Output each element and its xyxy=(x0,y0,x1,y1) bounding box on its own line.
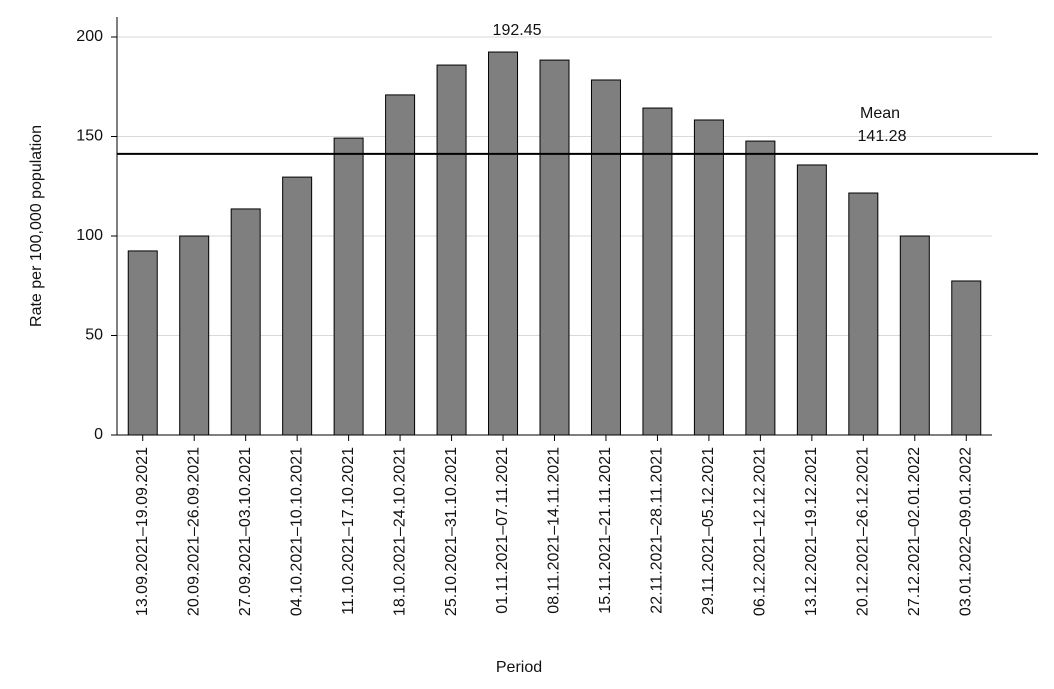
x-tick-label: 08.11.2021–14.11.2021 xyxy=(546,447,563,614)
x-tick-label: 06.12.2021–12.12.2021 xyxy=(752,447,769,616)
x-tick-label: 04.10.2021–10.10.2021 xyxy=(288,447,305,616)
x-tick-label: 29.11.2021–05.12.2021 xyxy=(700,447,717,615)
y-tick-label: 50 xyxy=(85,327,103,344)
y-tick-label: 0 xyxy=(94,426,103,443)
x-tick-label: 27.09.2021–03.10.2021 xyxy=(237,447,254,616)
mean-label: Mean xyxy=(860,105,900,122)
bar xyxy=(951,280,982,436)
bar xyxy=(539,59,570,436)
bar xyxy=(848,192,879,436)
bar xyxy=(488,51,519,436)
x-tick-label: 20.09.2021–26.09.2021 xyxy=(185,447,202,616)
x-tick-label: 27.12.2021–02.01.2022 xyxy=(906,447,923,616)
x-tick-label: 01.11.2021–07.11.2021 xyxy=(494,447,511,614)
x-tick-label: 20.12.2021–26.12.2021 xyxy=(855,447,872,616)
mean-value: 141.28 xyxy=(858,128,907,145)
bar xyxy=(796,164,827,436)
bar xyxy=(385,94,416,436)
x-tick-label: 13.12.2021–19.12.2021 xyxy=(803,447,820,616)
x-tick-label: 22.11.2021–28.11.2021 xyxy=(649,447,666,614)
bar xyxy=(436,64,467,436)
y-tick-label: 100 xyxy=(76,227,103,244)
x-tick-label: 18.10.2021–24.10.2021 xyxy=(391,447,408,616)
bar xyxy=(642,107,673,436)
bar xyxy=(693,119,724,436)
bar xyxy=(179,235,210,436)
value-label: 192.45 xyxy=(493,22,542,39)
y-axis-label: Rate per 100,000 population xyxy=(28,125,45,327)
x-tick-label: 03.01.2022–09.01.2022 xyxy=(957,447,974,616)
bar xyxy=(590,79,621,436)
x-tick-label: 25.10.2021–31.10.2021 xyxy=(443,447,460,616)
x-tick-label: 11.10.2021–17.10.2021 xyxy=(340,447,357,615)
bar xyxy=(127,250,158,436)
x-tick-label: 13.09.2021–19.09.2021 xyxy=(134,447,151,616)
bar xyxy=(230,208,261,436)
x-axis-label: Period xyxy=(496,659,542,676)
bar xyxy=(899,235,930,436)
y-tick-label: 150 xyxy=(76,128,103,145)
x-tick-label: 15.11.2021–21.11.2021 xyxy=(597,447,614,614)
y-tick-label: 200 xyxy=(76,28,103,45)
bar xyxy=(333,137,364,436)
bar xyxy=(282,176,313,436)
bar xyxy=(745,140,776,436)
